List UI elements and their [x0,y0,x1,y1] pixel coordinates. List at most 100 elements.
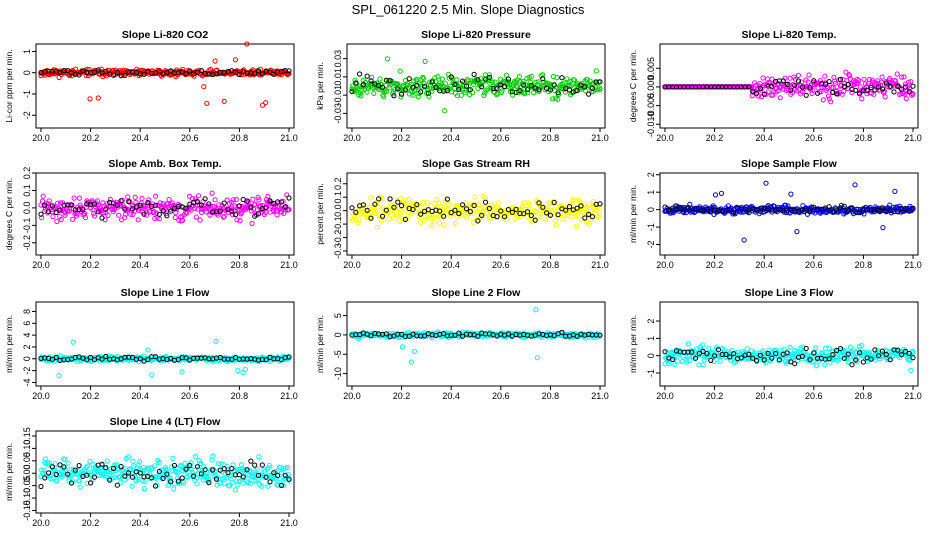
data-point [107,196,113,202]
data-point [826,356,832,362]
data-point [399,331,405,337]
x-tick-label: 20.0 [656,391,674,401]
y-tick-label: -1 [646,369,656,377]
data-point [859,342,865,349]
data-point [895,209,901,215]
data-point [233,212,239,218]
data-point [368,195,374,201]
data-point [99,215,105,221]
data-point [395,199,401,205]
data-point [849,89,855,96]
data-point [49,203,56,209]
data-point [350,217,356,223]
data-point [267,198,273,204]
panel-0: Slope Li-820 CO2 20.0 20.2 20.4 20.6 20.8 21.0… [4,29,298,143]
data-point [182,460,188,466]
data-point [259,71,265,77]
data-point [495,200,501,206]
data-point [150,209,156,216]
data-point [586,91,592,97]
data-point [224,197,230,203]
data-point [482,76,489,82]
data-point [559,75,565,81]
data-point [522,91,528,97]
data-point [110,465,117,471]
data-point [260,474,266,480]
data-point [406,76,412,82]
data-point [899,74,905,80]
y-tick-label: -0.1 [22,218,32,234]
panel-4: Slope Gas Stream RH 20.0 20.2 20.4 20.6 20.8 2… [315,158,609,270]
data-point [458,92,464,98]
data-point [845,208,851,214]
data-point [170,455,176,461]
data-point [210,467,216,473]
data-point [265,193,271,199]
data-point [266,462,272,468]
data-point [433,204,439,210]
data-point [444,87,450,94]
data-point [845,359,851,365]
data-point [271,470,277,476]
data-point [286,195,292,201]
data-point [769,76,775,82]
data-point [179,369,185,375]
data-point [357,71,363,77]
y-axis-label: ml/min per min. [628,185,638,243]
data-point [418,219,424,225]
data-point [504,217,510,223]
data-point [879,348,886,354]
data-point [205,477,211,483]
data-point [718,190,725,196]
data-point [122,477,128,483]
data-point [424,200,430,206]
plot-frame [346,172,606,256]
data-point [472,194,478,200]
data-point [236,203,242,209]
data-point [746,84,752,90]
plot-frame [35,172,295,256]
data-point [807,208,813,214]
data-point [153,193,159,199]
data-point [662,204,668,210]
data-point [699,347,705,353]
data-point [882,94,888,100]
data-point [402,87,408,93]
data-point [164,213,170,219]
data-point [426,93,432,100]
data-point [430,215,436,221]
plot-frame [346,43,606,129]
data-point [410,84,416,90]
data-point [549,96,556,102]
data-point [286,206,292,213]
data-point [118,198,124,204]
data-point [52,461,58,467]
data-point [574,333,580,339]
data-point [435,74,441,80]
x-tick-label: 20.4 [131,260,149,270]
data-point [376,196,382,202]
data-point [456,210,462,217]
data-point [826,79,832,85]
data-point [250,196,256,202]
data-point [183,205,189,211]
data-point [784,355,790,361]
plot-frame [35,43,295,129]
data-point [179,475,185,481]
data-point [460,78,466,84]
data-point [562,89,569,95]
data-point [132,194,138,200]
x-tick-label: 21.0 [904,133,922,143]
y-tick-label: -0.2 [333,230,343,246]
data-point [206,480,212,486]
data-point [895,83,901,90]
data-point [813,363,820,369]
y-tick-label: 0.005 [646,57,656,80]
data-point [252,213,258,219]
data-point [57,462,63,468]
y-tick-label: -0.01 [333,85,343,106]
data-point [391,204,397,210]
y-tick-label: 0.2 [333,177,343,190]
plot-frame [35,430,295,514]
panel-title: Slope Line 3 Flow [745,287,835,299]
